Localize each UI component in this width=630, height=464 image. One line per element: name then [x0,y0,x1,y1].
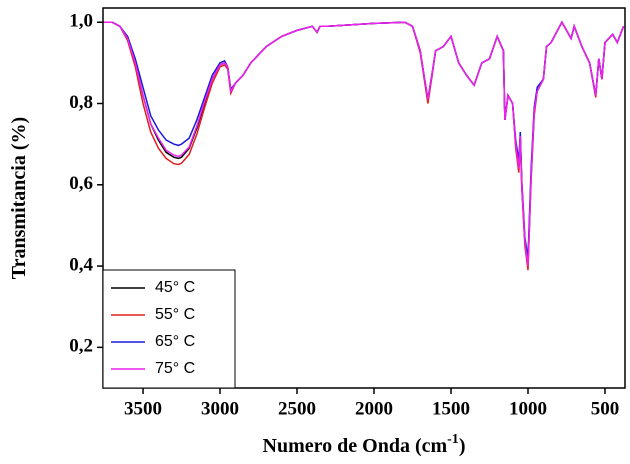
x-tick-label: 1000 [509,398,547,419]
x-tick-label: 1500 [432,398,470,419]
series-line [103,20,625,267]
x-tick-label: 3000 [201,398,239,419]
x-axis-label: Numero de Onda (cm-1) [263,432,466,457]
legend-label: 55° C [155,306,195,323]
y-tick-label: 1,0 [69,11,93,32]
x-label-end: ) [459,435,466,457]
y-axis-label: Transmitancia (%) [8,117,30,279]
legend-label: 65° C [155,333,195,350]
x-label-text: Numero de Onda (cm [263,435,448,457]
y-tick-label: 0,4 [69,254,93,275]
x-tick-label: 500 [591,398,620,419]
y-tick-label: 0,8 [69,92,93,113]
plot-frame [102,7,626,389]
x-tick-label: 2500 [278,398,316,419]
legend-label: 45° C [155,279,195,296]
x-tick-label: 2000 [355,398,393,419]
x-tick-label: 3500 [124,398,162,419]
legend-label: 75° C [155,360,195,377]
y-tick-label: 0,6 [69,173,93,194]
x-label-superscript: -1 [447,432,459,447]
y-tick-label: 0,2 [69,336,93,357]
